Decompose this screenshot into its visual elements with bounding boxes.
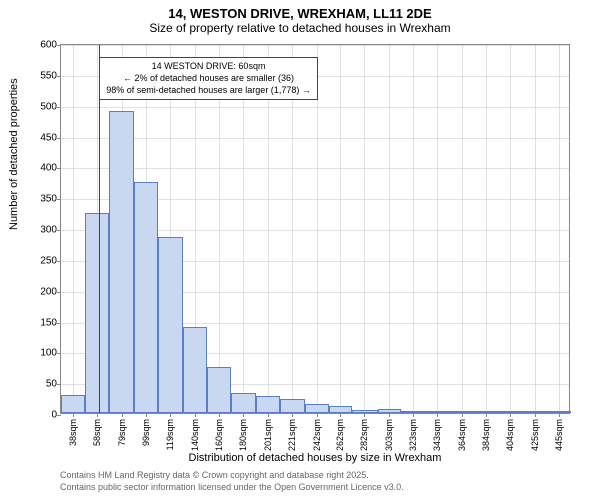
x-tick-label: 201sqm xyxy=(263,419,273,451)
annotation-line: ← 2% of detached houses are smaller (36) xyxy=(106,73,311,85)
chart-title-1: 14, WESTON DRIVE, WREXHAM, LL11 2DE xyxy=(0,0,600,21)
footer-line-1: Contains HM Land Registry data © Crown c… xyxy=(60,470,404,482)
x-tick-mark xyxy=(364,413,365,417)
grid-line-v xyxy=(559,45,560,413)
x-tick-label: 343sqm xyxy=(432,419,442,451)
x-tick-mark xyxy=(389,413,390,417)
grid-line-v xyxy=(73,45,74,413)
histogram-bar xyxy=(158,237,183,413)
x-tick-mark xyxy=(243,413,244,417)
x-tick-label: 323sqm xyxy=(408,419,418,451)
grid-line-v xyxy=(364,45,365,413)
x-tick-label: 242sqm xyxy=(312,419,322,451)
histogram-bar xyxy=(352,410,377,413)
histogram-bar xyxy=(305,404,329,413)
x-tick-mark xyxy=(340,413,341,417)
histogram-bar xyxy=(280,399,305,413)
histogram-bar xyxy=(109,111,134,413)
footer-text: Contains HM Land Registry data © Crown c… xyxy=(60,470,404,493)
histogram-bar xyxy=(61,395,85,414)
x-tick-mark xyxy=(413,413,414,417)
histogram-bar xyxy=(450,411,474,413)
histogram-bar xyxy=(425,411,450,413)
x-tick-mark xyxy=(146,413,147,417)
x-tick-mark xyxy=(292,413,293,417)
grid-line-v xyxy=(462,45,463,413)
x-tick-mark xyxy=(535,413,536,417)
y-axis-label: Number of detached properties xyxy=(8,78,20,230)
annotation-line: 14 WESTON DRIVE: 60sqm xyxy=(106,61,311,73)
x-tick-mark xyxy=(510,413,511,417)
grid-line-v xyxy=(437,45,438,413)
grid-line-v xyxy=(389,45,390,413)
x-tick-mark xyxy=(462,413,463,417)
x-tick-mark xyxy=(122,413,123,417)
x-tick-label: 384sqm xyxy=(481,419,491,451)
x-tick-mark xyxy=(437,413,438,417)
histogram-bar xyxy=(231,393,256,413)
annotation-line: 98% of semi-detached houses are larger (… xyxy=(106,85,311,97)
histogram-bar xyxy=(183,327,207,413)
histogram-bar xyxy=(85,213,109,413)
x-tick-mark xyxy=(317,413,318,417)
grid-line-v xyxy=(510,45,511,413)
annotation-box: 14 WESTON DRIVE: 60sqm← 2% of detached h… xyxy=(99,57,318,100)
x-tick-label: 99sqm xyxy=(141,419,151,446)
histogram-bar xyxy=(547,411,571,413)
x-tick-label: 221sqm xyxy=(287,419,297,451)
chart-title-2: Size of property relative to detached ho… xyxy=(0,21,600,39)
x-tick-label: 79sqm xyxy=(117,419,127,446)
x-tick-mark xyxy=(73,413,74,417)
histogram-bar xyxy=(207,367,231,413)
histogram-bar xyxy=(474,411,498,413)
histogram-bar xyxy=(134,182,158,413)
x-tick-mark xyxy=(170,413,171,417)
x-tick-label: 38sqm xyxy=(68,419,78,446)
x-tick-label: 180sqm xyxy=(238,419,248,451)
x-tick-label: 58sqm xyxy=(92,419,102,446)
x-axis-label: Distribution of detached houses by size … xyxy=(60,452,570,464)
histogram-bar xyxy=(256,396,280,413)
x-tick-label: 404sqm xyxy=(505,419,515,451)
x-tick-label: 445sqm xyxy=(554,419,564,451)
footer-line-2: Contains public sector information licen… xyxy=(60,482,404,494)
histogram-bar xyxy=(378,409,402,413)
x-tick-mark xyxy=(195,413,196,417)
grid-line-h xyxy=(61,107,569,108)
grid-line-v xyxy=(486,45,487,413)
x-tick-label: 425sqm xyxy=(530,419,540,451)
grid-line-v xyxy=(535,45,536,413)
x-tick-label: 282sqm xyxy=(359,419,369,451)
x-tick-label: 140sqm xyxy=(190,419,200,451)
x-tick-mark xyxy=(559,413,560,417)
histogram-bar xyxy=(523,411,547,413)
y-tick-mark xyxy=(57,415,61,416)
grid-line-v xyxy=(340,45,341,413)
grid-line-h xyxy=(61,168,569,169)
x-tick-mark xyxy=(268,413,269,417)
x-tick-label: 303sqm xyxy=(384,419,394,451)
grid-line-h xyxy=(61,45,569,46)
x-tick-label: 119sqm xyxy=(165,419,175,450)
x-tick-label: 262sqm xyxy=(335,419,345,451)
histogram-bar xyxy=(401,411,425,413)
x-tick-label: 160sqm xyxy=(214,419,224,451)
grid-line-h xyxy=(61,138,569,139)
x-tick-mark xyxy=(486,413,487,417)
plot-area: 05010015020025030035040045050055060038sq… xyxy=(60,44,570,414)
x-tick-mark xyxy=(97,413,98,417)
chart-container: 14, WESTON DRIVE, WREXHAM, LL11 2DE Size… xyxy=(0,0,600,500)
histogram-bar xyxy=(498,411,523,413)
histogram-bar xyxy=(329,406,353,413)
x-tick-label: 364sqm xyxy=(457,419,467,451)
x-tick-mark xyxy=(219,413,220,417)
grid-line-v xyxy=(413,45,414,413)
